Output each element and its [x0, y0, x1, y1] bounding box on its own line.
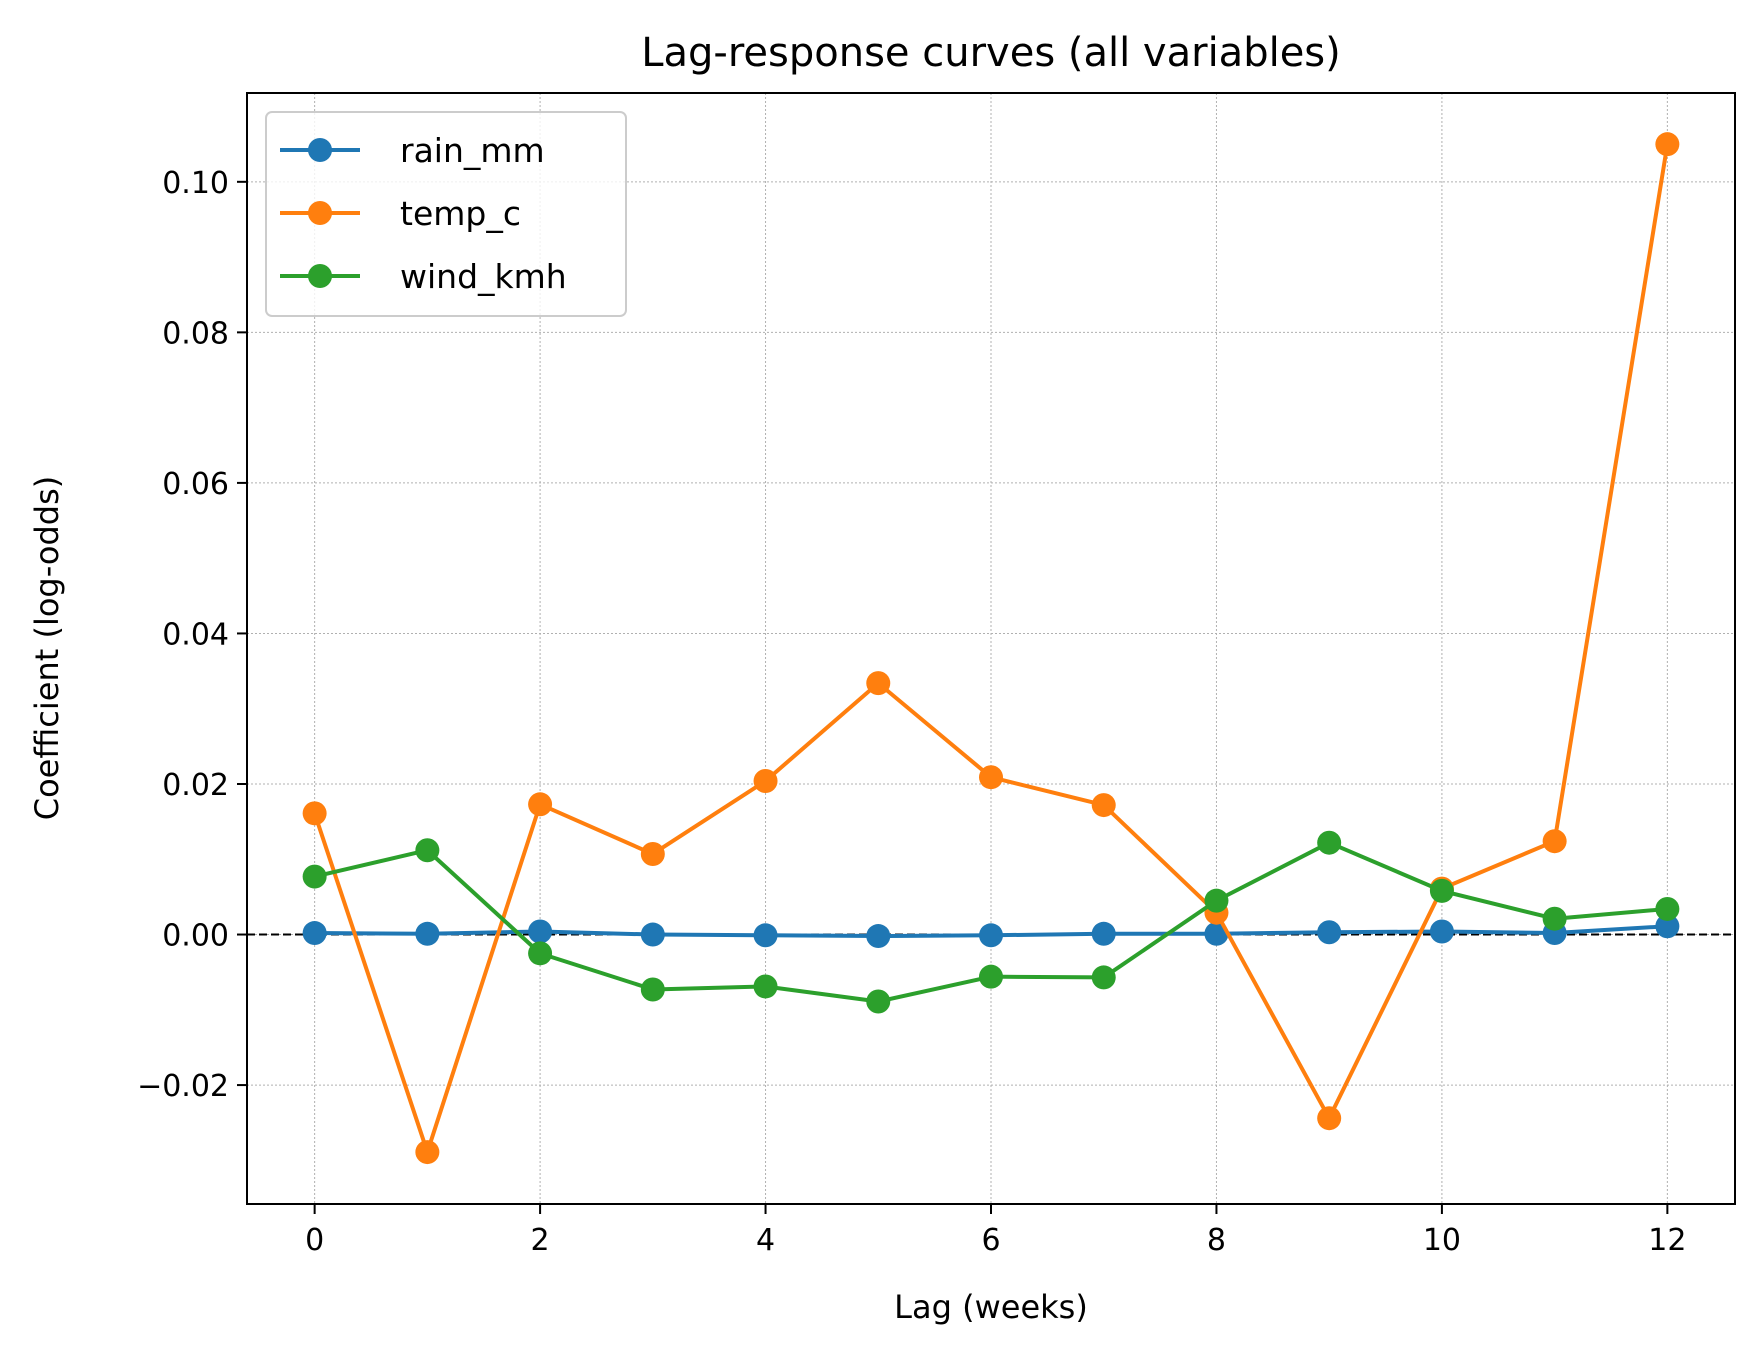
data-point-wind_kmh	[302, 864, 327, 889]
x-tick-label: 10	[1423, 1223, 1461, 1258]
data-point-wind_kmh	[1317, 830, 1342, 855]
y-tick-label: −0.02	[137, 1069, 229, 1104]
series-wind_kmh	[302, 830, 1680, 1014]
data-point-rain_mm	[1655, 914, 1680, 939]
legend-entry-rain_mm: rain_mm	[280, 131, 545, 170]
y-tick-label: 0.02	[162, 768, 229, 803]
x-tick-label: 0	[305, 1223, 324, 1258]
x-axis-ticks: 0 2 4 6 8 10 12	[305, 1204, 1686, 1258]
legend-marker	[308, 201, 332, 225]
data-point-rain_mm	[528, 919, 553, 944]
x-tick-label: 4	[756, 1223, 775, 1258]
data-point-wind_kmh	[640, 977, 665, 1002]
data-point-wind_kmh	[1204, 888, 1229, 913]
x-axis-label: Lag (weeks)	[894, 1288, 1088, 1326]
data-point-rain_mm	[753, 923, 778, 948]
grid-lines	[247, 93, 1735, 1204]
data-point-wind_kmh	[753, 974, 778, 999]
data-point-rain_mm	[415, 921, 440, 946]
legend-entry-wind_kmh: wind_kmh	[280, 257, 567, 296]
data-point-wind_kmh	[1429, 878, 1454, 903]
data-point-temp_c	[979, 765, 1003, 790]
y-axis-label: Coefficient (log-odds)	[28, 476, 66, 820]
data-point-rain_mm	[1317, 920, 1342, 945]
legend-entry-temp_c: temp_c	[280, 194, 521, 233]
legend-box	[265, 111, 627, 317]
data-point-wind_kmh	[1542, 906, 1567, 931]
data-point-wind_kmh	[415, 838, 440, 863]
data-point-wind_kmh	[979, 964, 1003, 989]
data-point-wind_kmh	[1091, 965, 1116, 990]
legend-marker	[308, 264, 332, 288]
legend-marker	[308, 138, 332, 162]
y-tick-label: 0.10	[162, 166, 229, 201]
chart-title: Lag-response curves (all variables)	[641, 30, 1341, 76]
y-tick-label: 0.04	[162, 617, 229, 652]
y-tick-label: 0.08	[162, 316, 229, 351]
series-rain_mm	[302, 914, 1680, 949]
data-point-temp_c	[302, 801, 327, 826]
x-tick-label: 6	[981, 1223, 1000, 1258]
data-point-temp_c	[1655, 132, 1680, 157]
y-tick-label: 0.06	[162, 467, 229, 502]
legend-label: rain_mm	[400, 131, 545, 170]
data-point-rain_mm	[1091, 921, 1116, 946]
legend-label: wind_kmh	[400, 257, 567, 296]
data-point-wind_kmh	[866, 989, 891, 1014]
data-point-wind_kmh	[528, 941, 553, 966]
y-tick-label: 0.00	[162, 919, 229, 954]
y-axis-ticks: −0.02 0.00 0.02 0.04 0.06 0.08 0.10	[137, 166, 247, 1104]
data-point-temp_c	[866, 671, 891, 696]
data-point-temp_c	[528, 792, 553, 817]
data-point-rain_mm	[1429, 919, 1454, 944]
data-point-wind_kmh	[1655, 896, 1680, 921]
data-point-temp_c	[1317, 1106, 1342, 1131]
data-point-temp_c	[415, 1140, 440, 1165]
data-point-temp_c	[753, 768, 778, 793]
data-point-rain_mm	[302, 921, 327, 946]
legend-label: temp_c	[400, 194, 521, 233]
data-point-temp_c	[1542, 829, 1567, 854]
series-layer	[302, 132, 1680, 1165]
data-point-temp_c	[640, 841, 665, 866]
x-tick-label: 2	[531, 1223, 550, 1258]
data-point-rain_mm	[640, 922, 665, 947]
data-point-rain_mm	[979, 923, 1003, 948]
legend: rain_mm temp_c wind_kmh	[265, 111, 627, 317]
data-point-temp_c	[1091, 793, 1116, 818]
data-point-rain_mm	[866, 924, 891, 949]
x-tick-label: 12	[1648, 1223, 1686, 1258]
x-tick-label: 8	[1207, 1223, 1226, 1258]
